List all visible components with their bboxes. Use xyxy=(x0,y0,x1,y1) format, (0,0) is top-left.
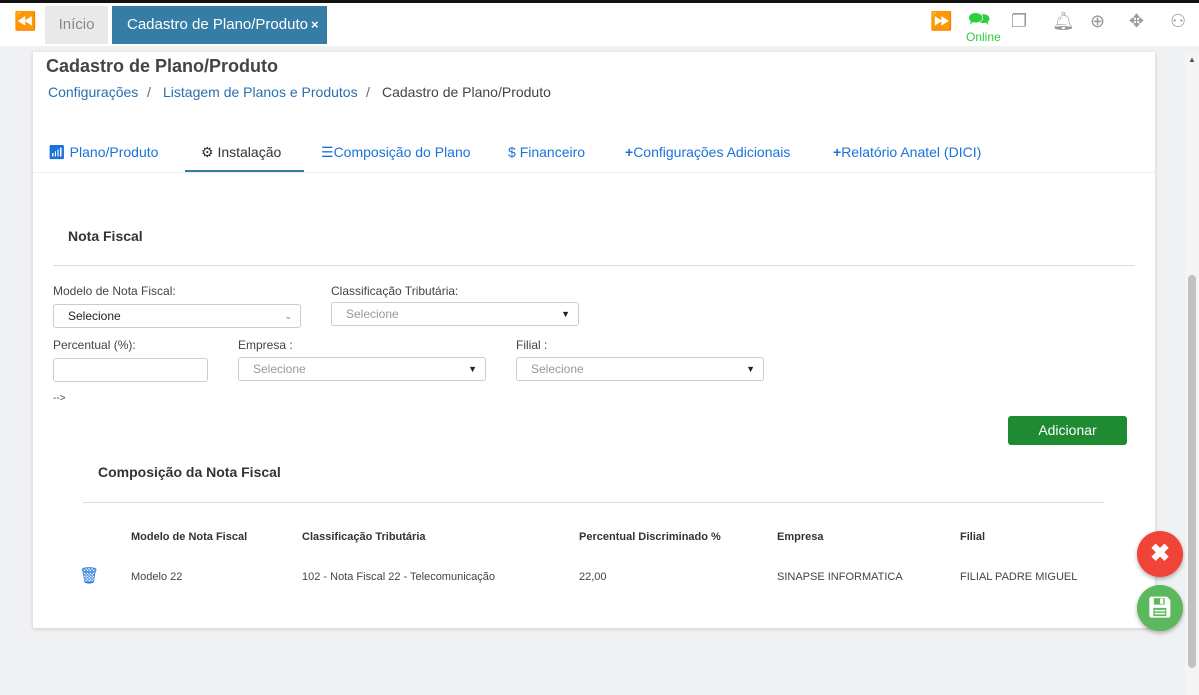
breadcrumb-sep: / xyxy=(147,84,151,100)
tab-composicao[interactable]: ☰Composição do Plano xyxy=(321,144,471,161)
tab-plano-produto[interactable]: 📶︎ Plano/Produto xyxy=(48,144,158,161)
col-modelo: Modelo de Nota Fiscal xyxy=(131,531,248,543)
tab-label: Cadastro de Plano/Produto xyxy=(127,16,308,33)
col-classificacao: Classificação Tributária xyxy=(302,531,426,543)
forward-icon[interactable]: ⏩ xyxy=(930,11,953,31)
col-percentual: Percentual Discriminado % xyxy=(579,531,721,543)
gears-icon: ⚙ xyxy=(201,144,218,160)
divider xyxy=(83,502,1104,503)
tab-cadastro[interactable]: Cadastro de Plano/Produto × xyxy=(112,6,327,44)
col-filial: Filial xyxy=(960,531,986,543)
tab-relatorio-anatel[interactable]: +Relatório Anatel (DICI) xyxy=(833,144,981,160)
cell-filial: FILIAL PADRE MIGUEL xyxy=(960,571,1078,583)
tab-instalacao[interactable]: ⚙ Instalação xyxy=(201,144,281,161)
select-value: Selecione xyxy=(68,309,121,323)
scroll-up-icon[interactable]: ▲ xyxy=(1188,55,1196,64)
plus-circle-icon[interactable]: ⊕ xyxy=(1090,11,1106,31)
save-button[interactable]: 💾︎ xyxy=(1137,585,1183,631)
windows-icon[interactable]: ❐ xyxy=(1011,11,1028,31)
money-hand-icon: $ xyxy=(508,144,520,160)
cell-classificacao: 102 - Nota Fiscal 22 - Telecomunicação xyxy=(302,571,496,583)
composicao-title: Composição da Nota Fiscal xyxy=(98,464,281,480)
classificacao-select[interactable]: Selecione ▼ xyxy=(331,302,579,326)
active-tab-underline xyxy=(185,170,304,172)
filial-select[interactable]: Selecione ▼ xyxy=(516,357,764,381)
breadcrumb-configuracoes[interactable]: Configurações xyxy=(48,84,139,100)
adicionar-button[interactable]: Adicionar xyxy=(1008,416,1127,445)
tab-label: Instalação xyxy=(217,144,282,160)
floppy-disk-icon: 💾︎ xyxy=(1147,597,1173,619)
percentual-input[interactable] xyxy=(53,358,208,382)
tab-inicio[interactable]: Início xyxy=(45,6,108,44)
select-value: Selecione xyxy=(253,362,306,376)
top-bar: ⏪ Início Cadastro de Plano/Produto × ⏩ 🗪 … xyxy=(0,0,1199,46)
tab-label: Relatório Anatel (DICI) xyxy=(841,144,982,160)
select-value: Selecione xyxy=(531,362,584,376)
tab-config-adicionais[interactable]: +Configurações Adicionais xyxy=(625,144,790,160)
breadcrumb-sep: / xyxy=(366,84,370,100)
cell-empresa: SINAPSE INFORMATICA xyxy=(777,571,903,583)
tab-label: Financeiro xyxy=(519,144,586,160)
move-icon[interactable]: ✥ xyxy=(1129,11,1145,31)
wifi-icon: 📶︎ xyxy=(48,144,70,160)
modelo-label: Modelo de Nota Fiscal: xyxy=(53,284,176,298)
page-title: Cadastro de Plano/Produto xyxy=(46,56,279,76)
bell-icon[interactable]: 🔔︎ xyxy=(1052,11,1075,31)
percentual-label: Percentual (%): xyxy=(53,338,136,352)
collapse-left-icon[interactable]: ⏪ xyxy=(14,11,37,31)
tab-label: Plano/Produto xyxy=(69,144,159,160)
cell-percentual: 22,00 xyxy=(579,571,607,583)
caret-down-icon: ▼ xyxy=(561,309,570,319)
select-value: Selecione xyxy=(346,307,399,321)
breadcrumb-listagem[interactable]: Listagem de Planos e Produtos xyxy=(163,84,358,100)
breadcrumb-current: Cadastro de Plano/Produto xyxy=(382,84,551,100)
plus-icon: + xyxy=(833,144,842,160)
scrollbar[interactable]: ▲ xyxy=(1185,52,1199,695)
online-status: Online xyxy=(966,30,1001,44)
section-title: Nota Fiscal xyxy=(68,228,143,244)
main-card xyxy=(33,52,1155,628)
close-icon: ✖ xyxy=(1149,540,1171,567)
cancel-button[interactable]: ✖ xyxy=(1137,531,1183,577)
tab-financeiro[interactable]: $ Financeiro xyxy=(508,144,585,160)
tab-label: Composição do Plano xyxy=(333,144,471,160)
divider xyxy=(33,172,1155,173)
user-icon[interactable]: ⚇ xyxy=(1170,11,1187,31)
caret-down-icon: ▼ xyxy=(746,364,755,374)
plus-icon: + xyxy=(625,144,634,160)
stray-text: --> xyxy=(53,393,66,404)
caret-down-icon: ▼ xyxy=(468,364,477,374)
scrollbar-thumb[interactable] xyxy=(1188,275,1196,668)
col-empresa: Empresa xyxy=(777,531,824,543)
list-icon: ☰ xyxy=(321,144,334,160)
cell-modelo: Modelo 22 xyxy=(131,571,183,583)
close-tab-icon[interactable]: × xyxy=(310,17,319,32)
filial-label: Filial : xyxy=(516,338,548,352)
empresa-select[interactable]: Selecione ▼ xyxy=(238,357,486,381)
tab-label: Configurações Adicionais xyxy=(633,144,791,160)
divider xyxy=(53,265,1135,266)
trash-icon[interactable]: 🗑︎ xyxy=(79,568,100,585)
modelo-select[interactable]: Selecione ⌄ xyxy=(53,304,301,328)
classificacao-label: Classificação Tributária: xyxy=(331,284,459,298)
chat-icon[interactable]: 🗪 xyxy=(968,9,991,29)
chevron-down-icon: ⌄ xyxy=(284,311,292,321)
empresa-label: Empresa : xyxy=(238,338,293,352)
